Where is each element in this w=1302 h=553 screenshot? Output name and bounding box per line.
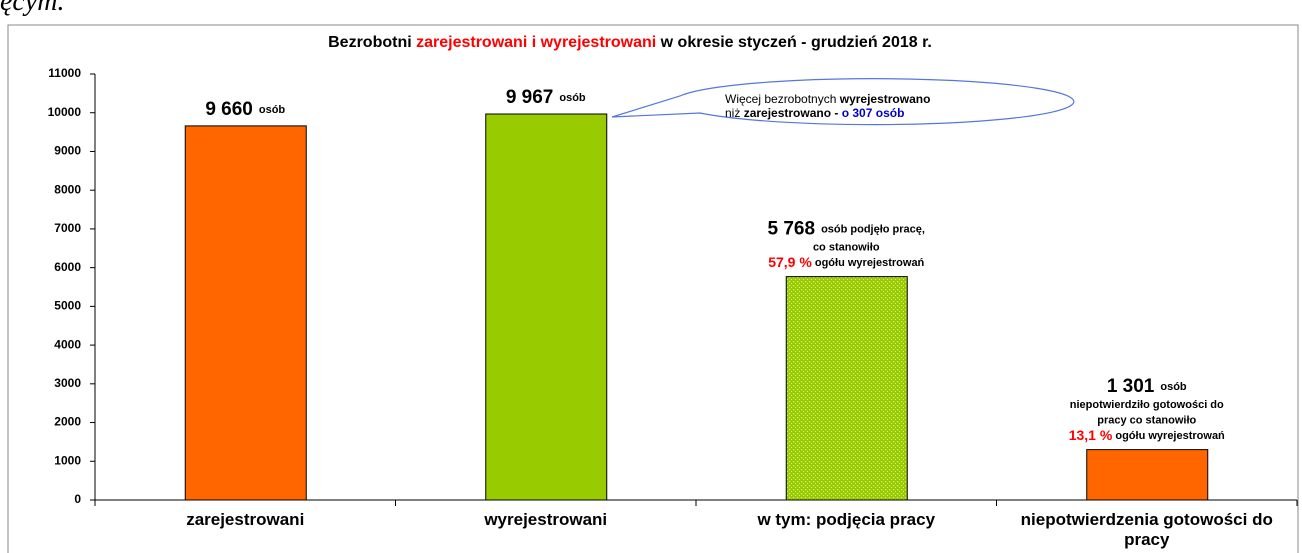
bar: [485, 113, 608, 501]
bar: [785, 276, 908, 501]
bar-note: co stanowiło: [813, 242, 880, 254]
x-tick-label: zarejestrowani: [186, 510, 305, 529]
title-part: zarejestrowani i wyrejestrowani: [416, 34, 656, 51]
x-tick-label: niepotwierdzenia gotowości do pracy: [1020, 510, 1273, 549]
chart-title: Bezrobotni zarejestrowani i wyrejestrowa…: [328, 34, 932, 51]
y-tick-label: 8000: [54, 182, 81, 196]
bar-note: 57,9 % ogółu wyrejestrowań: [768, 254, 924, 270]
callout-bubble: [611, 78, 1075, 126]
note-part: pracy co stanowiło: [1097, 415, 1196, 427]
note-part: ogółu wyrejestrowań: [812, 257, 925, 269]
x-tick-label: wyrejestrowani: [484, 510, 608, 529]
callout-part: Więcej bezrobotnych: [725, 92, 840, 106]
bar-note: 13,1 % ogółu wyrejestrowań: [1069, 427, 1225, 443]
callout-part: o 307 osób: [842, 106, 905, 120]
note-part: co stanowiło: [813, 242, 880, 254]
title-part: Bezrobotni: [328, 34, 416, 51]
value-suffix: osób: [1160, 381, 1187, 393]
bar: [184, 125, 307, 501]
value-label: 9 967 osób: [506, 87, 586, 108]
value-suffix: osób: [259, 104, 286, 116]
value-number: 9 660: [205, 99, 253, 120]
note-part: 57,9 %: [768, 254, 812, 270]
y-tick-label: 4000: [54, 337, 81, 351]
callout-part: zarejestrowano -: [744, 106, 842, 120]
y-tick-label: 7000: [54, 221, 81, 235]
value-suffix: osób podjęło pracę,: [821, 224, 925, 236]
bar-note: niepotwierdziło gotowości do: [1070, 399, 1224, 411]
callout-text: Więcej bezrobotnych wyrejestrowano niż za…: [725, 92, 930, 120]
y-tick-label: 0: [74, 492, 81, 506]
bar-note: pracy co stanowiło: [1097, 415, 1196, 427]
cropped-text: ęcym.: [0, 0, 65, 17]
frame: [7, 24, 1299, 553]
y-tick-label: 3000: [54, 376, 81, 390]
note-part: 13,1 %: [1069, 427, 1113, 443]
callout-part: niż: [725, 106, 744, 120]
callout-part: wyrejestrowano: [839, 92, 931, 106]
value-number: 5 768: [768, 219, 816, 240]
y-tick-label: 5000: [54, 299, 81, 313]
value-number: 1 301: [1107, 376, 1155, 397]
value-suffix: osób: [559, 92, 586, 104]
bar: [1086, 449, 1209, 501]
x-tick-label: w tym: podjęcia pracy: [757, 510, 936, 529]
value-label: 1 301 osób: [1107, 376, 1187, 397]
value-label: 9 660 osób: [205, 99, 285, 120]
y-tick-label: 2000: [54, 415, 81, 429]
value-number: 9 967: [506, 87, 554, 108]
y-tick-label: 10000: [48, 105, 82, 119]
y-tick-label: 6000: [54, 260, 81, 274]
note-part: ogółu wyrejestrowań: [1112, 430, 1225, 442]
value-label: 5 768 osób podjęło pracę,: [768, 219, 925, 240]
title-part: w okresie styczeń - grudzień 2018 r.: [656, 34, 932, 51]
y-tick-label: 1000: [54, 453, 81, 467]
y-tick-label: 9000: [54, 144, 81, 158]
note-part: niepotwierdziło gotowości do: [1070, 399, 1224, 411]
y-tick-label: 11000: [48, 66, 81, 80]
